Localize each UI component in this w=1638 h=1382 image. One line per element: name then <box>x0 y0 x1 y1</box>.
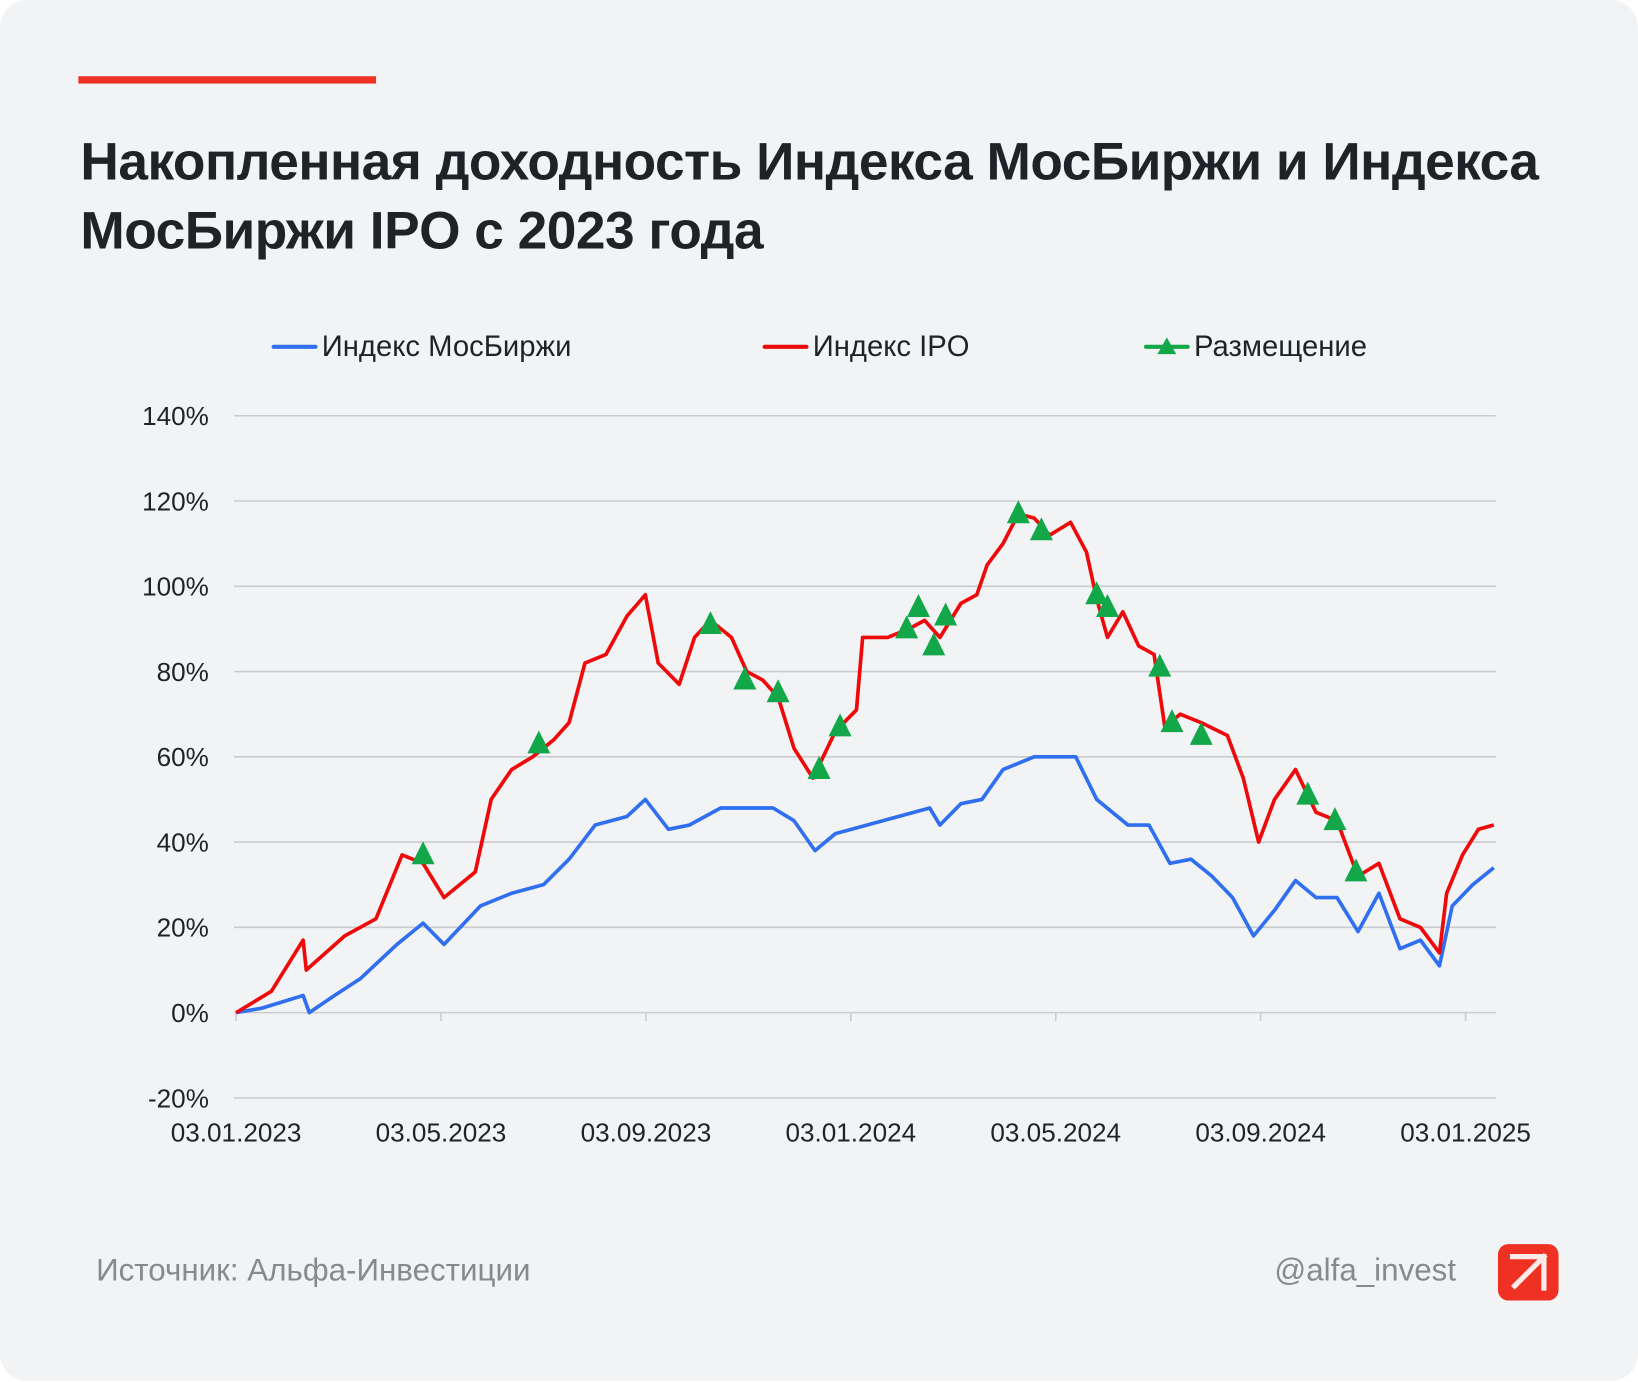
placement-marker <box>766 679 790 703</box>
placement-marker <box>733 666 757 690</box>
placement-marker <box>934 602 958 626</box>
placement-marker <box>1029 517 1053 541</box>
y-tick-label: -20% <box>148 1083 209 1113</box>
series-line-ipo <box>235 512 1495 1015</box>
legend-triangle-icon <box>1143 337 1190 355</box>
x-tick-label: 03.01.2025 <box>1400 1118 1531 1148</box>
placement-marker <box>1296 781 1320 805</box>
x-tick-label: 03.05.2023 <box>376 1118 507 1148</box>
y-tick-label: 40% <box>157 827 209 857</box>
accent-bar <box>78 76 377 84</box>
x-tick-label: 03.09.2024 <box>1195 1118 1326 1148</box>
placement-marker <box>527 730 551 754</box>
y-tick-label: 0% <box>171 998 209 1028</box>
x-tick-label: 03.01.2023 <box>171 1118 302 1148</box>
placement-marker <box>895 615 919 639</box>
placement-marker <box>828 713 852 737</box>
source-note: Источник: Альфа-Инвестиции <box>96 1253 531 1288</box>
placement-marker <box>906 594 930 617</box>
legend-line-icon <box>762 344 809 349</box>
y-tick-label: 20% <box>157 913 209 943</box>
legend-item-moex: Индекс МосБиржи <box>271 330 572 363</box>
social-handle: @alfa_invest <box>1274 1253 1457 1288</box>
x-tick-label: 03.09.2023 <box>581 1118 712 1148</box>
legend-line-icon <box>271 344 318 349</box>
y-tick-label: 140% <box>142 401 209 431</box>
placement-marker <box>922 632 946 656</box>
y-tick-label: 100% <box>142 572 209 602</box>
legend-item-ipo: Индекс IPO <box>762 330 970 363</box>
placement-marker <box>1006 500 1030 524</box>
placement-marker <box>1344 858 1368 882</box>
legend-label: Индекс МосБиржи <box>321 330 572 363</box>
legend-label: Индекс IPO <box>812 330 970 363</box>
legend-label: Размещение <box>1193 330 1368 363</box>
placement-marker <box>1189 721 1213 745</box>
placement-marker <box>1085 581 1109 605</box>
placement-marker <box>411 841 435 865</box>
placement-marker <box>698 611 722 635</box>
placement-marker <box>1095 594 1119 617</box>
placement-marker <box>1160 709 1184 733</box>
y-tick-label: 60% <box>157 742 209 772</box>
placement-marker <box>807 756 831 780</box>
x-tick-label: 03.01.2024 <box>785 1118 916 1148</box>
y-tick-label: 80% <box>157 657 209 687</box>
series-line-moex <box>235 754 1495 1015</box>
alfa-logo-icon <box>1497 1244 1559 1301</box>
placement-marker <box>1323 807 1347 831</box>
chart-title: Накопленная доходность Индекса МосБиржи … <box>80 131 1539 261</box>
y-tick-label: 120% <box>142 486 209 516</box>
x-tick-label: 03.05.2024 <box>990 1118 1121 1148</box>
legend-item-placement: Размещение <box>1143 330 1368 363</box>
placement-marker <box>1148 653 1172 677</box>
